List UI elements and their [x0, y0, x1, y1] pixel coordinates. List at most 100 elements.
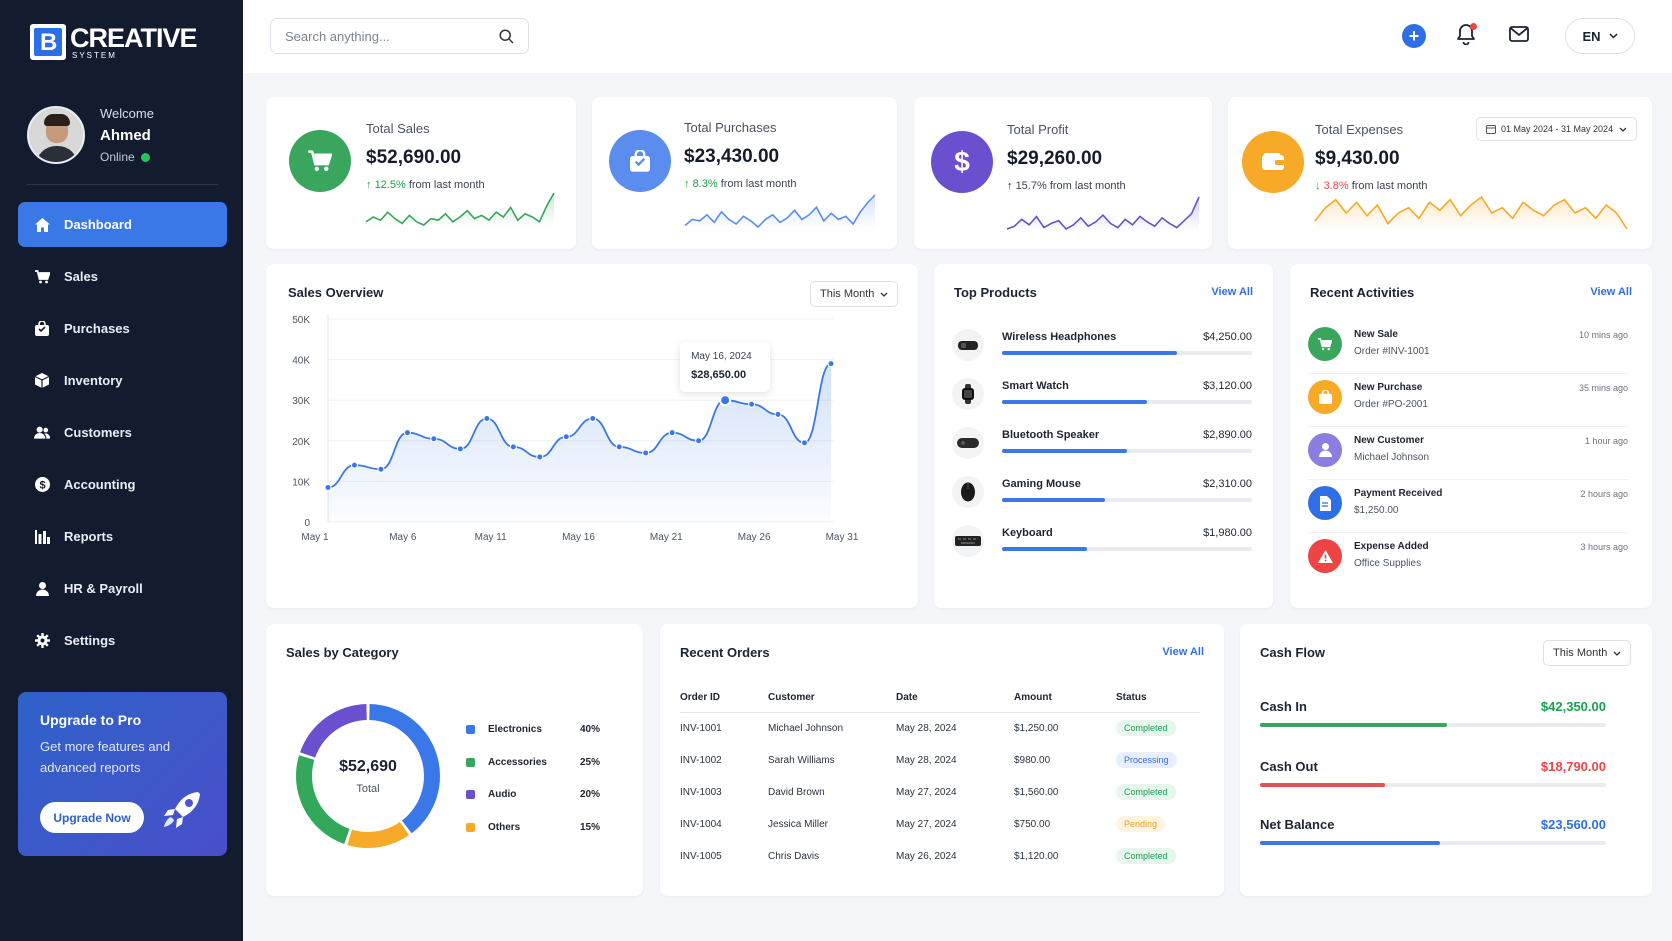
cart-icon [1308, 327, 1342, 361]
activity-item[interactable]: New Purchase Order #PO-2001 35 mins ago [1308, 380, 1628, 432]
add-button[interactable]: + [1402, 24, 1426, 48]
rocket-icon [164, 792, 200, 828]
sidebar-item-customers[interactable]: Customers [18, 410, 227, 455]
activity-subtitle: Michael Johnson [1354, 452, 1430, 463]
product-value: $2,890.00 [1203, 429, 1252, 441]
messages-button[interactable] [1509, 26, 1529, 47]
data-point[interactable] [509, 443, 517, 451]
donut-slice[interactable] [300, 704, 367, 758]
sidebar-item-hr-payroll[interactable]: HR & Payroll [18, 566, 227, 611]
data-point[interactable] [589, 414, 597, 422]
data-point[interactable] [324, 483, 332, 491]
legend-percent: 20% [579, 789, 600, 800]
table-row[interactable]: INV-1002 Sarah Williams May 28, 2024 $98… [680, 744, 1200, 776]
product-row[interactable]: Smart Watch $3,120.00 [952, 378, 1252, 412]
donut-total: $52,690 [339, 758, 397, 775]
sidebar-item-label: HR & Payroll [64, 581, 143, 596]
card-title: Sales by Category [286, 645, 399, 660]
data-point[interactable] [801, 439, 809, 447]
date-range-picker[interactable]: 01 May 2024 - 31 May 2024 [1476, 117, 1638, 141]
receipt-icon [1308, 486, 1342, 520]
sidebar-item-inventory[interactable]: Inventory [18, 358, 227, 403]
order-amount: $750.00 [1014, 818, 1051, 830]
data-point[interactable] [827, 360, 835, 368]
data-point[interactable] [774, 410, 782, 418]
sidebar-item-label: Dashboard [64, 217, 132, 232]
sidebar-item-accounting[interactable]: $ Accounting [18, 462, 227, 507]
activity-item[interactable]: New Customer Michael Johnson 1 hour ago [1308, 433, 1628, 485]
data-point[interactable] [748, 400, 756, 408]
view-all-link[interactable]: View All [1590, 286, 1632, 298]
product-name: Bluetooth Speaker [1002, 429, 1100, 441]
home-icon [34, 217, 50, 233]
donut-slice[interactable] [347, 822, 409, 848]
data-point[interactable] [668, 429, 676, 437]
period-select[interactable]: This Month [1543, 640, 1632, 666]
period-select[interactable]: This Month [810, 281, 899, 307]
user-profile[interactable]: Welcome Ahmed Online [27, 106, 154, 164]
logo[interactable]: B CREATIVE SYSTEM [30, 24, 198, 60]
product-row[interactable]: Bluetooth Speaker $2,890.00 [952, 427, 1252, 461]
data-point[interactable] [377, 465, 385, 473]
data-point[interactable] [615, 443, 623, 451]
sidebar-item-purchases[interactable]: Purchases [18, 306, 227, 351]
chevron-down-icon [880, 292, 888, 297]
product-progress-fill [1002, 547, 1087, 551]
activity-subtitle: Order #PO-2001 [1354, 399, 1428, 410]
data-point[interactable] [536, 453, 544, 461]
activity-item[interactable]: Payment Received $1,250.00 2 hours ago [1308, 486, 1628, 538]
cash-flow-bar [1260, 783, 1606, 787]
language-select[interactable]: EN [1565, 18, 1635, 54]
product-row[interactable]: Keyboard $1,980.00 [952, 525, 1252, 559]
data-point[interactable] [483, 414, 491, 422]
sidebar-item-reports[interactable]: Reports [18, 514, 227, 559]
stat-value: $29,260.00 [1007, 148, 1103, 169]
view-all-link[interactable]: View All [1211, 286, 1253, 298]
data-point[interactable] [430, 435, 438, 443]
search-icon[interactable] [499, 28, 514, 44]
table-row[interactable]: INV-1003 David Brown May 27, 2024 $1,560… [680, 776, 1200, 808]
upgrade-now-button[interactable]: Upgrade Now [40, 802, 144, 833]
data-point[interactable] [456, 445, 464, 453]
sidebar-item-settings[interactable]: Settings [18, 618, 227, 663]
data-point[interactable] [695, 437, 703, 445]
product-progress [1002, 400, 1252, 404]
product-value: $4,250.00 [1203, 331, 1252, 343]
cash-flow-card: Cash Flow This Month Cash In $42,350.00 … [1240, 624, 1652, 896]
status-badge: Completed [1116, 784, 1176, 800]
y-tick-label: 10K [292, 477, 310, 488]
donut-slice[interactable] [369, 704, 440, 834]
notifications-button[interactable] [1456, 23, 1477, 50]
stat-label: Total Sales [366, 121, 430, 136]
search-input[interactable] [285, 28, 485, 44]
notification-dot [1470, 23, 1477, 30]
product-progress-fill [1002, 351, 1177, 355]
table-row[interactable]: INV-1001 Michael Johnson May 28, 2024 $1… [680, 712, 1200, 744]
activity-item[interactable]: Expense Added Office Supplies 3 hours ag… [1308, 539, 1628, 591]
card-title: Sales Overview [288, 285, 384, 300]
bar-chart-icon [34, 529, 50, 545]
view-all-link[interactable]: View All [1162, 646, 1204, 658]
legend-swatch [466, 790, 475, 799]
data-point[interactable] [350, 461, 358, 469]
sidebar-item-dashboard[interactable]: Dashboard [18, 202, 227, 247]
activity-subtitle: $1,250.00 [1354, 505, 1399, 516]
product-row[interactable]: Wireless Headphones $4,250.00 [952, 329, 1252, 363]
cash-flow-value: $23,560.00 [1540, 817, 1606, 832]
data-point[interactable] [642, 449, 650, 457]
data-point[interactable] [719, 394, 732, 407]
table-row[interactable]: INV-1005 Chris Davis May 26, 2024 $1,120… [680, 840, 1200, 872]
data-point[interactable] [562, 433, 570, 441]
activity-item[interactable]: New Sale Order #INV-1001 10 mins ago [1308, 327, 1628, 379]
sidebar-item-sales[interactable]: Sales [18, 254, 227, 299]
status-badge: Processing [1116, 752, 1177, 768]
top-products-card: Top Products View All Wireless Headphone… [934, 264, 1273, 608]
activity-time: 35 mins ago [1578, 383, 1628, 393]
y-tick-label: 40K [292, 356, 310, 367]
donut-slice[interactable] [296, 755, 350, 844]
table-row[interactable]: INV-1004 Jessica Miller May 27, 2024 $75… [680, 808, 1200, 840]
data-point[interactable] [403, 429, 411, 437]
wallet-icon [1242, 131, 1304, 193]
product-progress [1002, 351, 1252, 355]
product-row[interactable]: Gaming Mouse $2,310.00 [952, 476, 1252, 510]
